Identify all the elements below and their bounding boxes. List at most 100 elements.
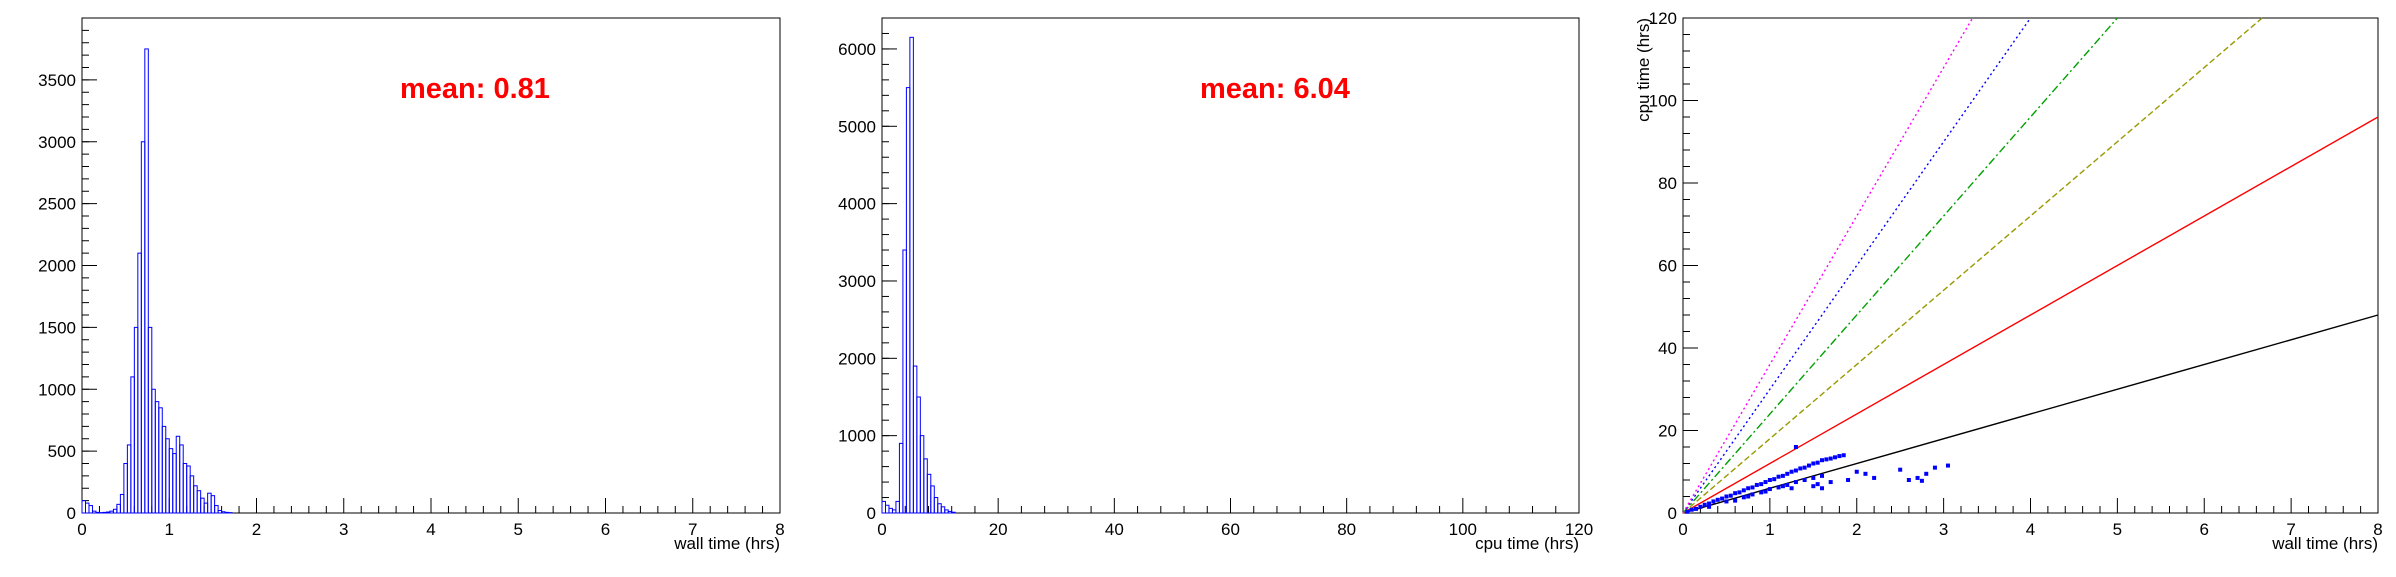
scatter-point bbox=[1820, 486, 1824, 490]
scatter-point bbox=[1707, 505, 1711, 509]
scatter-point bbox=[1820, 474, 1824, 478]
y-tick-label: 1000 bbox=[38, 380, 76, 399]
scatter-point bbox=[1790, 470, 1794, 474]
histogram-bin bbox=[162, 426, 165, 513]
histogram-bin bbox=[903, 250, 906, 513]
y-tick-label: 20 bbox=[1658, 422, 1677, 441]
histogram-bin bbox=[169, 449, 172, 513]
histogram-bin bbox=[85, 503, 88, 513]
histogram-bin bbox=[218, 511, 221, 513]
scatter-point bbox=[1837, 454, 1841, 458]
histogram-bin bbox=[166, 439, 169, 513]
x-tick-label: 4 bbox=[426, 520, 435, 539]
y-tick-label: 1000 bbox=[838, 427, 876, 446]
x-axis-label: cpu time (hrs) bbox=[1475, 534, 1579, 553]
scatter-point bbox=[1785, 472, 1789, 476]
scatter-point bbox=[1933, 466, 1937, 470]
scatter-point bbox=[1924, 472, 1928, 476]
scatter-point bbox=[1777, 475, 1781, 479]
histogram-bin bbox=[215, 506, 218, 513]
scatter-point bbox=[1816, 482, 1820, 486]
scatter-point bbox=[1803, 466, 1807, 470]
scatter-point bbox=[1794, 480, 1798, 484]
histogram-bin bbox=[938, 504, 941, 513]
x-tick-label: 0 bbox=[1678, 520, 1687, 539]
histogram-bin bbox=[134, 327, 137, 513]
y-tick-label: 0 bbox=[867, 504, 876, 523]
reference-line bbox=[1683, 18, 2117, 513]
y-tick-label: 2000 bbox=[38, 257, 76, 276]
histogram-bin bbox=[896, 501, 899, 513]
scatter-point bbox=[1746, 486, 1750, 490]
y-tick-label: 500 bbox=[48, 442, 76, 461]
scatter-point bbox=[1759, 490, 1763, 494]
histogram-bin bbox=[211, 496, 214, 513]
y-tick-label: 3000 bbox=[38, 133, 76, 152]
scatter-point bbox=[1781, 484, 1785, 488]
histogram-series bbox=[882, 37, 955, 513]
histogram-bin bbox=[924, 459, 927, 513]
histogram-bin bbox=[113, 509, 116, 513]
scatter-point bbox=[1764, 490, 1768, 494]
histogram-bin bbox=[952, 512, 955, 513]
scatter-point bbox=[1846, 478, 1850, 482]
histogram-bin bbox=[941, 507, 944, 513]
y-tick-label: 3500 bbox=[38, 71, 76, 90]
scatter-point bbox=[1733, 499, 1737, 503]
x-tick-label: 0 bbox=[877, 520, 886, 539]
histogram-bin bbox=[934, 498, 937, 513]
reference-line bbox=[1683, 117, 2378, 513]
scatter-point bbox=[1768, 478, 1772, 482]
histogram-bin bbox=[190, 476, 193, 513]
x-tick-label: 2 bbox=[1852, 520, 1861, 539]
histogram-bin bbox=[892, 510, 895, 513]
y-tick-label: 80 bbox=[1658, 174, 1677, 193]
y-axis-label: cpu time (hrs) bbox=[1634, 18, 1653, 122]
histogram-series bbox=[82, 49, 232, 513]
scatter-point bbox=[1829, 457, 1833, 461]
y-tick-label: 5000 bbox=[838, 117, 876, 136]
histogram-bin bbox=[920, 436, 923, 513]
histogram-bin bbox=[225, 512, 228, 513]
histogram-bin bbox=[201, 498, 204, 513]
histogram-bin bbox=[96, 512, 99, 513]
scatter-point bbox=[1777, 485, 1781, 489]
histogram-bin bbox=[889, 508, 892, 513]
scatter-point bbox=[1811, 476, 1815, 480]
scatter-point bbox=[1772, 477, 1776, 481]
histogram-bin bbox=[917, 397, 920, 513]
histogram-bin bbox=[222, 512, 225, 513]
scatter-point bbox=[1790, 486, 1794, 490]
x-tick-label: 5 bbox=[2113, 520, 2122, 539]
scatter-point bbox=[1746, 495, 1750, 499]
mean-annotation: mean: 0.81 bbox=[400, 73, 550, 105]
histogram-bin bbox=[913, 366, 916, 513]
scatter-point bbox=[1742, 495, 1746, 499]
histogram-bin bbox=[885, 505, 888, 513]
x-tick-label: 1 bbox=[1765, 520, 1774, 539]
x-axis-label: wall time (hrs) bbox=[2271, 534, 2378, 553]
histogram-bin bbox=[187, 466, 190, 513]
histogram-bin bbox=[906, 88, 909, 513]
histogram-bin bbox=[148, 327, 151, 513]
mean-annotation: mean: 6.04 bbox=[1200, 73, 1350, 105]
x-tick-label: 3 bbox=[1939, 520, 1948, 539]
scatter-point bbox=[1824, 457, 1828, 461]
scatter-point bbox=[1755, 483, 1759, 487]
scatter-point bbox=[1685, 510, 1689, 514]
scatter-point bbox=[1724, 499, 1728, 503]
x-tick-label: 100 bbox=[1449, 520, 1477, 539]
y-tick-label: 0 bbox=[67, 504, 76, 523]
scatter-point bbox=[1716, 498, 1720, 502]
scatter-point bbox=[1898, 468, 1902, 472]
y-tick-label: 4000 bbox=[838, 195, 876, 214]
histogram-bin bbox=[927, 474, 930, 513]
histogram-bin bbox=[180, 445, 183, 513]
histogram-bin bbox=[197, 491, 200, 513]
scatter-point bbox=[1729, 494, 1733, 498]
x-tick-label: 0 bbox=[77, 520, 86, 539]
